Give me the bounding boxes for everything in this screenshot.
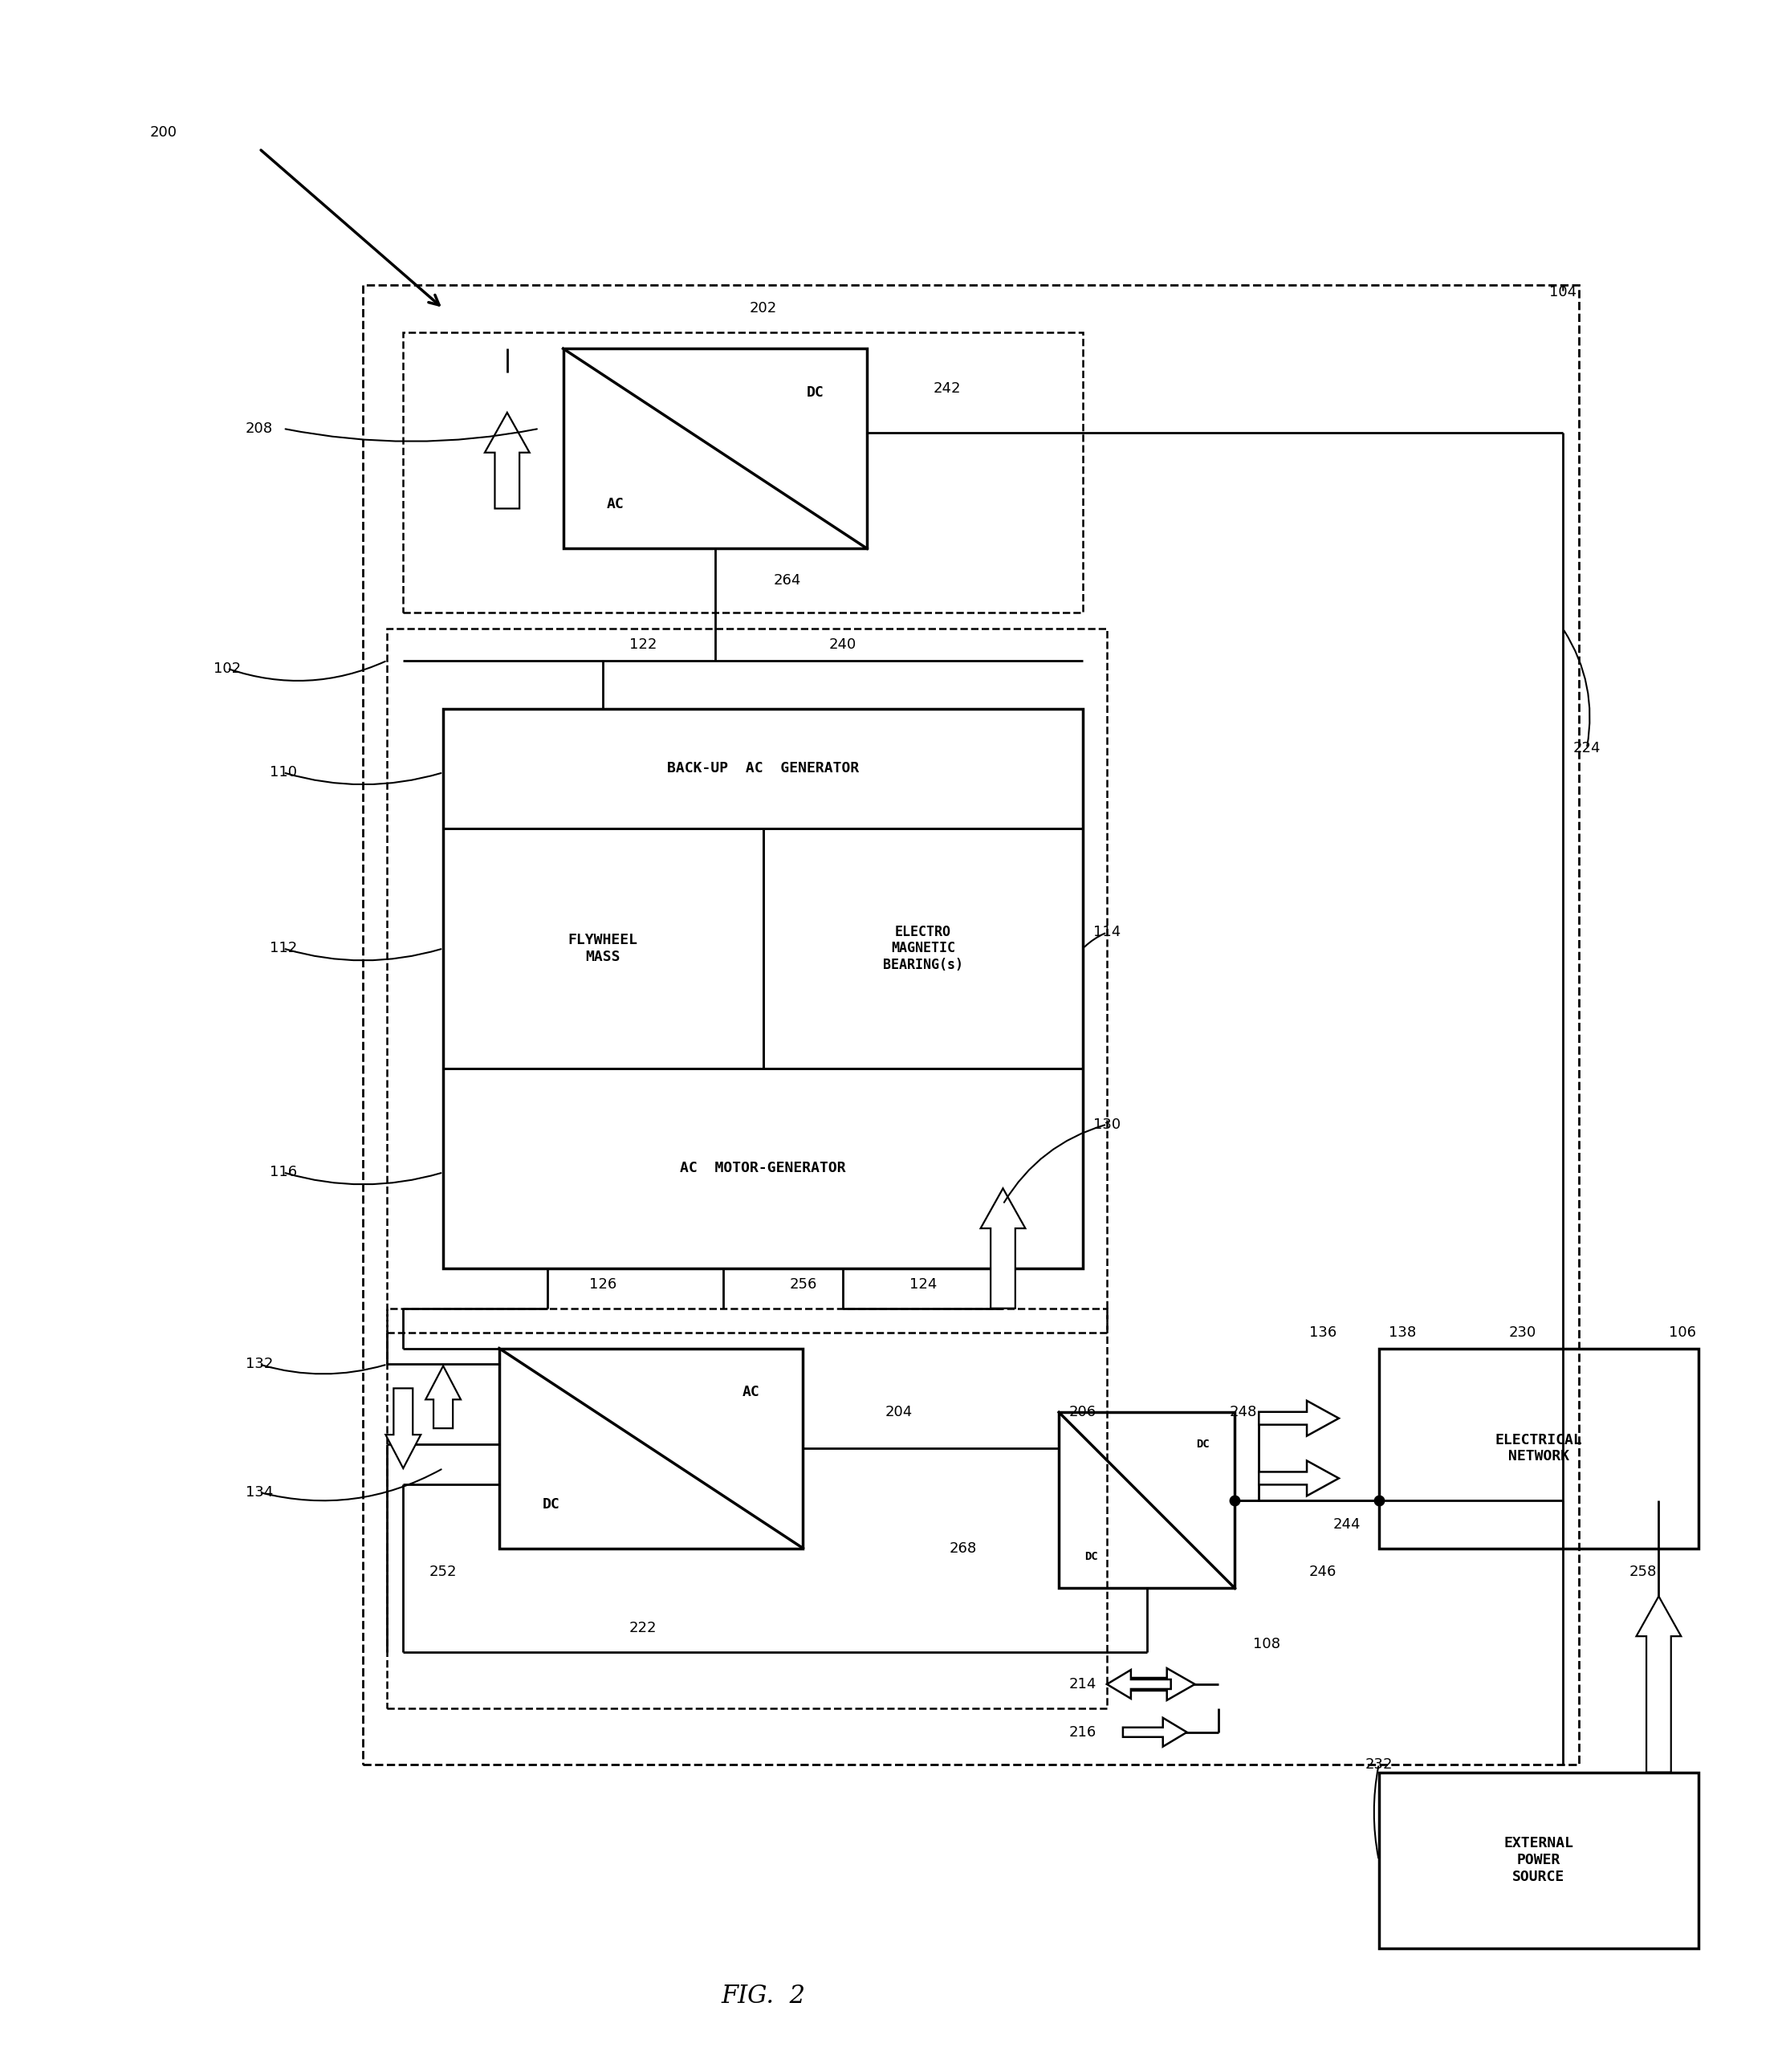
Text: 206: 206 (1070, 1405, 1097, 1419)
Text: 104: 104 (1548, 286, 1577, 300)
Text: 132: 132 (245, 1357, 273, 1372)
Text: 112: 112 (270, 941, 296, 955)
Bar (443, 1069, 1082, 1268)
Text: 122: 122 (629, 638, 657, 653)
Bar (1059, 1413, 1234, 1589)
Bar (443, 709, 1082, 829)
Text: 230: 230 (1509, 1326, 1536, 1339)
Text: 216: 216 (1070, 1726, 1097, 1738)
Bar (388, 628, 1107, 1332)
Bar (443, 829, 763, 1069)
Bar (443, 709, 1082, 1268)
Bar (498, 1349, 804, 1548)
Text: DC: DC (1084, 1550, 1098, 1562)
Bar (563, 348, 866, 549)
FancyArrow shape (981, 1189, 1025, 1307)
Text: 252: 252 (429, 1564, 457, 1579)
Text: 208: 208 (245, 421, 273, 435)
Text: AC: AC (607, 497, 623, 512)
Text: 136: 136 (1309, 1326, 1336, 1339)
FancyArrow shape (1107, 1670, 1172, 1699)
Text: 244: 244 (1332, 1517, 1361, 1531)
Text: ELECTRICAL
NETWORK: ELECTRICAL NETWORK (1495, 1432, 1582, 1463)
Text: 240: 240 (829, 638, 857, 653)
FancyArrow shape (1636, 1595, 1681, 1772)
Text: 264: 264 (773, 574, 800, 588)
Bar (363, 284, 1579, 1763)
Text: DC: DC (543, 1498, 559, 1510)
FancyArrow shape (1259, 1461, 1340, 1496)
Bar (388, 1307, 1107, 1707)
Text: FIG.  2: FIG. 2 (722, 1983, 805, 2008)
Text: DC: DC (805, 385, 823, 400)
Text: 134: 134 (245, 1486, 273, 1500)
Text: EXTERNAL
POWER
SOURCE: EXTERNAL POWER SOURCE (1504, 1836, 1573, 1883)
Text: 246: 246 (1309, 1564, 1336, 1579)
FancyArrow shape (386, 1388, 421, 1469)
Text: 258: 258 (1629, 1564, 1656, 1579)
Bar (1379, 1349, 1698, 1548)
Text: DC: DC (1197, 1438, 1209, 1450)
Text: 214: 214 (1070, 1676, 1097, 1691)
Text: 130: 130 (1093, 1117, 1120, 1131)
Text: 202: 202 (750, 300, 777, 315)
Text: 248: 248 (1229, 1405, 1257, 1419)
Bar (1379, 1772, 1698, 1948)
Bar (763, 829, 1082, 1069)
Text: 106: 106 (1670, 1326, 1697, 1339)
Text: 124: 124 (909, 1276, 938, 1291)
FancyArrow shape (484, 412, 529, 508)
Text: BACK-UP  AC  GENERATOR: BACK-UP AC GENERATOR (666, 760, 859, 775)
Bar (404, 334, 1082, 613)
Text: 224: 224 (1573, 742, 1600, 756)
Text: 200: 200 (150, 126, 177, 141)
Text: 110: 110 (270, 765, 296, 779)
Text: 222: 222 (629, 1620, 657, 1635)
Text: FLYWHEEL
MASS: FLYWHEEL MASS (568, 932, 638, 963)
Text: 232: 232 (1365, 1757, 1393, 1772)
Text: 108: 108 (1254, 1637, 1281, 1651)
Text: 138: 138 (1390, 1326, 1416, 1339)
Text: AC: AC (743, 1384, 759, 1399)
Text: 242: 242 (932, 381, 961, 396)
Text: 268: 268 (948, 1542, 977, 1556)
Text: 256: 256 (789, 1276, 816, 1291)
FancyArrow shape (1123, 1668, 1195, 1701)
Text: 116: 116 (270, 1164, 296, 1179)
Text: 102: 102 (214, 661, 241, 675)
Text: 204: 204 (886, 1405, 913, 1419)
FancyArrow shape (1123, 1718, 1188, 1747)
FancyArrow shape (425, 1365, 461, 1428)
Text: AC  MOTOR-GENERATOR: AC MOTOR-GENERATOR (680, 1160, 847, 1175)
Text: 114: 114 (1093, 926, 1120, 941)
Text: 126: 126 (589, 1276, 616, 1291)
FancyArrow shape (1259, 1401, 1340, 1436)
Text: ELECTRO
MAGNETIC
BEARING(s): ELECTRO MAGNETIC BEARING(s) (882, 924, 963, 972)
